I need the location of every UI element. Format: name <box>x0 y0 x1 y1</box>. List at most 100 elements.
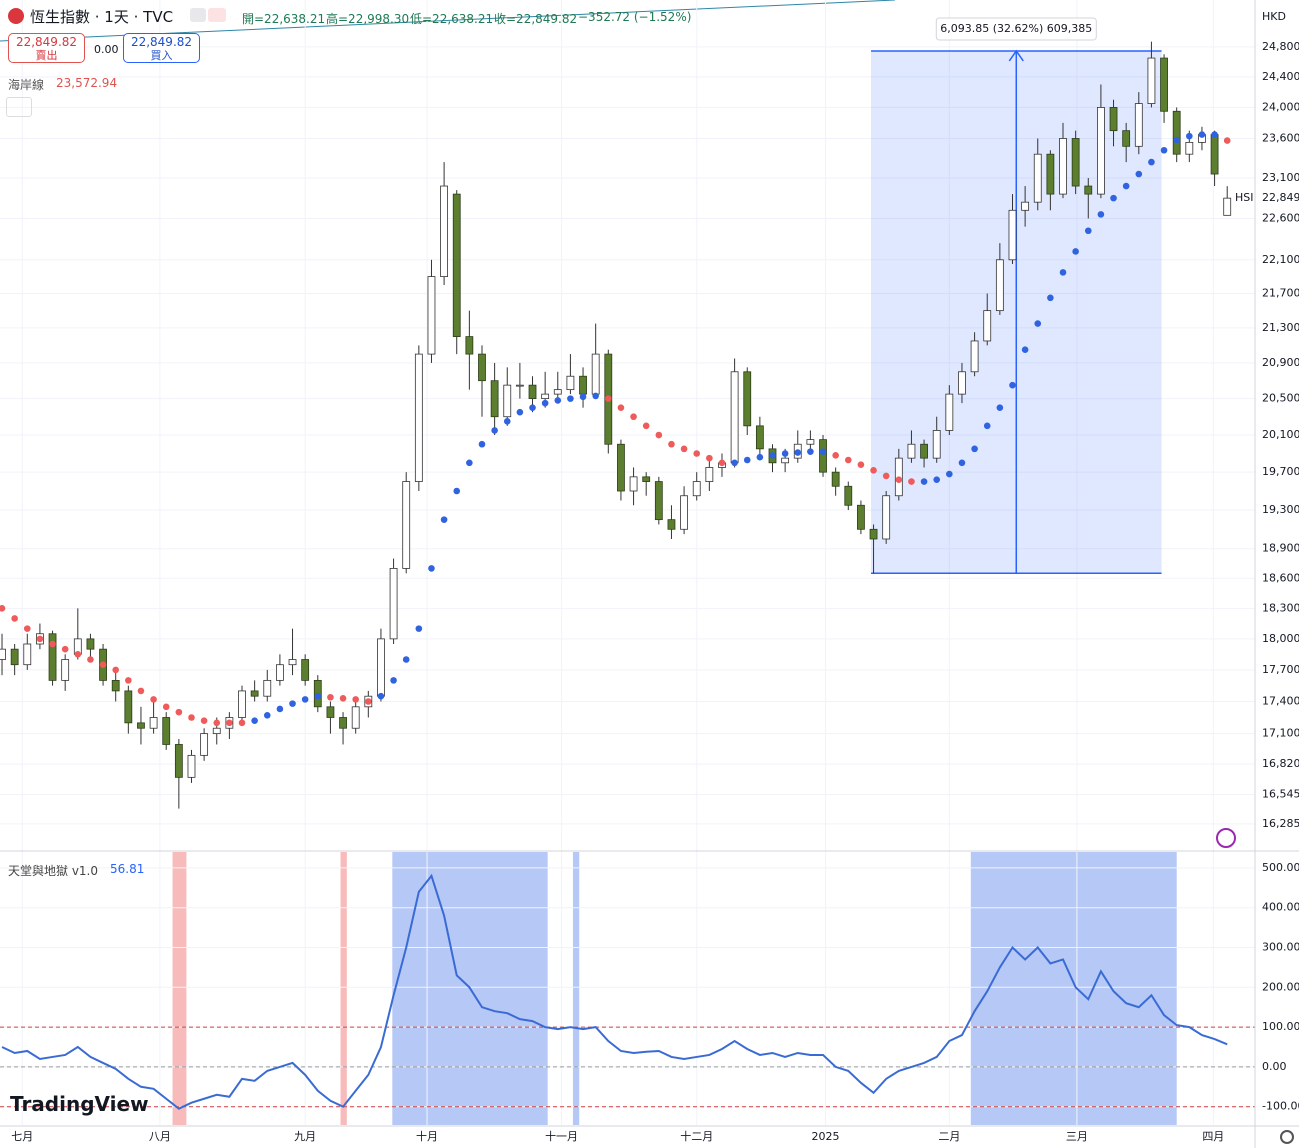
candle-body <box>932 430 941 459</box>
x-tick-label: 三月 <box>1066 1130 1088 1143</box>
candle-body <box>857 504 865 530</box>
symbol-title: 恆生指數 · 1天 · TVC <box>30 8 174 26</box>
y-tick-label: 22,600 <box>1262 211 1299 224</box>
candle-body <box>414 353 423 482</box>
candle-body <box>831 471 840 487</box>
trend-dot <box>946 470 953 478</box>
trend-dot <box>743 456 751 464</box>
trend-dot <box>365 698 372 705</box>
candle-body <box>402 481 411 569</box>
y-tick-label: 500.00 <box>1262 861 1299 874</box>
candle-body <box>515 384 524 387</box>
y-tick-label: 20,500 <box>1262 392 1299 405</box>
y-tick-label: 16,545 <box>1262 788 1299 801</box>
candle-body <box>781 457 790 464</box>
y-tick-label: 19,300 <box>1262 503 1299 516</box>
candle-body <box>1033 153 1042 203</box>
buy-price: 22,849.82 <box>130 35 193 49</box>
sell-price: 22,849.82 <box>15 35 78 49</box>
sell-label: 賣出 <box>35 49 58 62</box>
candle-body <box>86 638 95 650</box>
trend-dot <box>402 656 410 663</box>
trend-dot <box>23 625 31 632</box>
x-tick-label: 四月 <box>1202 1130 1224 1143</box>
trend-dot <box>870 466 877 474</box>
x-tick-label: 八月 <box>149 1130 171 1143</box>
buy-button[interactable]: 22,849.82 買入 <box>123 33 200 63</box>
x-tick-label: 七月 <box>11 1130 33 1143</box>
trend-dot <box>1009 381 1016 389</box>
toggle-icon[interactable] <box>208 8 226 22</box>
trend-dot <box>857 461 865 468</box>
candle-body <box>1185 141 1194 155</box>
candle-body <box>1071 138 1080 187</box>
symbol-icon[interactable] <box>8 8 24 24</box>
candle-body <box>1147 57 1156 104</box>
y-tick-label: 23,600 <box>1262 131 1299 144</box>
candle-body <box>149 717 158 729</box>
alert-icon[interactable] <box>1216 828 1236 848</box>
toggle-icon[interactable] <box>190 8 206 22</box>
trend-dot <box>162 703 170 711</box>
trend-dot <box>453 487 461 495</box>
brand-logo: TradingView <box>10 1092 149 1116</box>
candle-body <box>566 375 575 391</box>
trend-dot <box>188 714 195 721</box>
candle-body <box>1134 103 1143 147</box>
candle-body <box>48 633 57 681</box>
candle-body <box>528 384 537 400</box>
trend-dot <box>655 431 663 439</box>
sell-button[interactable]: 22,849.82 賣出 <box>8 33 85 63</box>
trend-dot <box>693 450 701 457</box>
candle-body <box>1223 197 1232 216</box>
settings-icon[interactable] <box>1280 1130 1294 1144</box>
trend-dot <box>1173 136 1180 144</box>
trend-dot <box>529 404 536 411</box>
indicator-value: 23,572.94 <box>56 76 118 90</box>
y-tick-label: 17,700 <box>1262 663 1299 676</box>
trend-dot <box>908 478 915 485</box>
candle-body <box>351 706 360 729</box>
candle-body <box>1160 57 1168 112</box>
candle-body <box>1059 138 1067 195</box>
trend-dot <box>1160 146 1168 154</box>
trend-dot <box>541 399 549 407</box>
trend-dot <box>61 645 69 653</box>
x-tick-label: 十一月 <box>545 1129 578 1143</box>
y-tick-label: 16,285 <box>1262 817 1299 830</box>
trend-dot <box>731 459 738 467</box>
x-tick-label: 二月 <box>938 1130 960 1143</box>
trend-dot <box>1110 194 1117 202</box>
y-tick-label: 300.00 <box>1262 941 1299 954</box>
y-tick-label: 18,000 <box>1262 632 1299 645</box>
trend-dot <box>491 427 498 434</box>
trend-dot <box>1198 131 1206 138</box>
x-tick-label: 十二月 <box>680 1129 713 1143</box>
trend-dot <box>1034 320 1042 327</box>
trend-dot <box>756 453 764 461</box>
candle-body <box>212 727 221 735</box>
trend-dot <box>933 476 941 483</box>
trend-dot <box>605 395 612 402</box>
collapse-button[interactable] <box>6 97 32 117</box>
candle-body <box>654 481 663 521</box>
trend-dot <box>567 395 574 402</box>
candle-body <box>1084 185 1093 195</box>
candle-body <box>1097 107 1105 195</box>
trend-dot <box>226 719 233 727</box>
trend-dot <box>36 635 44 643</box>
candle-body <box>137 722 145 729</box>
candle-body <box>478 353 486 382</box>
measure-label: 6,093.85 (32.62%) 609,385 <box>940 22 1092 35</box>
candle-body <box>174 744 183 778</box>
candle-body <box>743 371 752 427</box>
trend-dot <box>996 404 1004 411</box>
y-tick-label: 21,300 <box>1262 321 1299 334</box>
trend-dot <box>276 705 284 713</box>
trend-dot <box>49 640 56 648</box>
trend-dot <box>263 712 271 719</box>
trend-dot <box>882 472 890 480</box>
candle-body <box>553 389 562 395</box>
indicator-name: 海岸線 <box>8 78 45 92</box>
trend-dot <box>251 717 258 725</box>
